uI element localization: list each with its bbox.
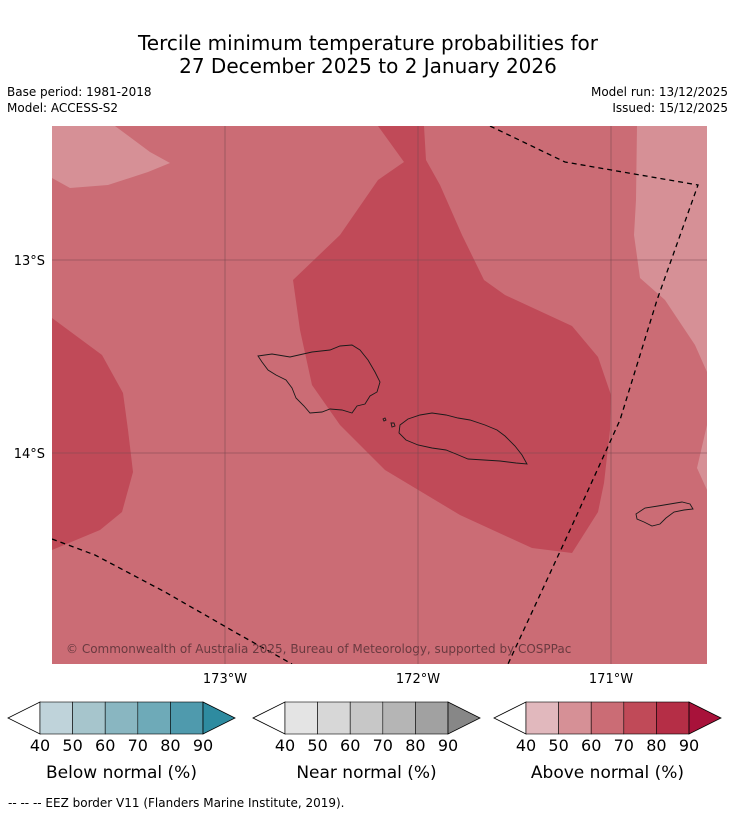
colorbar-near-tick: 40 [275,736,295,755]
above-normal-50-60-region-ne [634,126,707,372]
colorbar-above-segment [558,701,592,735]
colorbar-near-segment [415,701,449,735]
colorbar-above-segment [623,701,657,735]
colorbar-below-segment [170,701,204,735]
colorbar-below-tick: 50 [62,736,82,755]
model-run: Model run: 13/12/2025 [590,85,728,99]
colorbar-above: 40 50 60 70 80 90 Above normal (%) [493,701,722,783]
colorbar-below-tick: 60 [95,736,115,755]
colorbar-near-tick: 70 [373,736,393,755]
colorbar-near-segment [349,701,384,735]
colorbar-below-under-arrow [7,701,41,735]
colorbar-below-label: Below normal (%) [46,763,197,783]
colorbar-above-over-arrow [688,701,722,735]
eez-footnote: -- -- -- EEZ border V11 (Flanders Marine… [8,796,345,810]
colorbar-near-segment [382,701,416,735]
colorbar-below-segment [39,701,73,735]
colorbar-above-segment [590,701,625,735]
colorbar-above-tick: 80 [646,736,666,755]
upolu-island [398,412,528,465]
base-period: Base period: 1981-2018 [7,85,152,99]
above-normal-50-60-region-e [697,425,707,490]
colorbar-below-tick: 70 [128,736,148,755]
colorbar-near-under-arrow [252,701,286,735]
above-normal-70-80-region-central [293,126,611,553]
title-line-2: 27 December 2025 to 2 January 2026 [179,54,557,78]
colorbar-near-segment [284,701,318,735]
colorbar-above-tick: 50 [548,736,568,755]
manono-island [382,417,387,422]
above-normal-50-60-region-nw [52,126,170,188]
colorbar-near-tick: 90 [438,736,458,755]
colorbar-near-tick: 60 [340,736,360,755]
colorbar-above-tick: 70 [614,736,634,755]
colorbar-below-segment [104,701,139,735]
eez-border [489,126,699,664]
lat-tick-13s: 13°S [14,254,45,269]
lon-tick-173w: 173°W [203,672,247,687]
savaii-island [257,344,381,414]
above-normal-70-80-region-west [52,318,133,550]
colorbar-above-segment [656,701,690,735]
colorbar-above-under-arrow [493,701,527,735]
colorbar-near-tick: 50 [307,736,327,755]
colorbar-below-over-arrow [202,701,236,735]
lon-tick-172w: 172°W [396,672,440,687]
copyright-notice: © Commonwealth of Australia 2025, Bureau… [66,642,571,656]
lat-tick-14s: 14°S [14,447,45,462]
colorbar-below-tick: 90 [193,736,213,755]
map-panel: © Commonwealth of Australia 2025, Bureau… [52,126,707,664]
colorbar-below-tick: 80 [160,736,180,755]
colorbar-near-label: Near normal (%) [296,763,436,783]
tutuila-island [635,501,694,527]
model-name: Model: ACCESS-S2 [7,101,119,115]
eez-border-southwest [52,538,293,664]
graticule [52,126,707,664]
colorbar-above-label: Above normal (%) [531,763,684,783]
lon-tick-171w: 171°W [589,672,633,687]
colorbar-above-tick: 40 [516,736,536,755]
colorbar-near-segment [317,701,351,735]
colorbar-above-tick: 90 [679,736,699,755]
colorbar-near-tick: 80 [405,736,425,755]
colorbar-below: 40 50 60 70 80 90 Below normal (%) [7,701,236,783]
colorbar-below-segment [72,701,106,735]
apolima-island [390,422,396,428]
colorbar-below-segment [137,701,171,735]
colorbar-above-tick: 60 [581,736,601,755]
issued-date: Issued: 15/12/2025 [612,101,728,115]
title-line-1: Tercile minimum temperature probabilitie… [137,31,599,55]
colorbars: 40 50 60 70 80 90 Below normal (%) 40 50 60 70 80 90… [7,701,722,783]
colorbar-near-over-arrow [447,701,481,735]
colorbar-below-tick: 40 [30,736,50,755]
colorbar-above-segment [525,701,559,735]
